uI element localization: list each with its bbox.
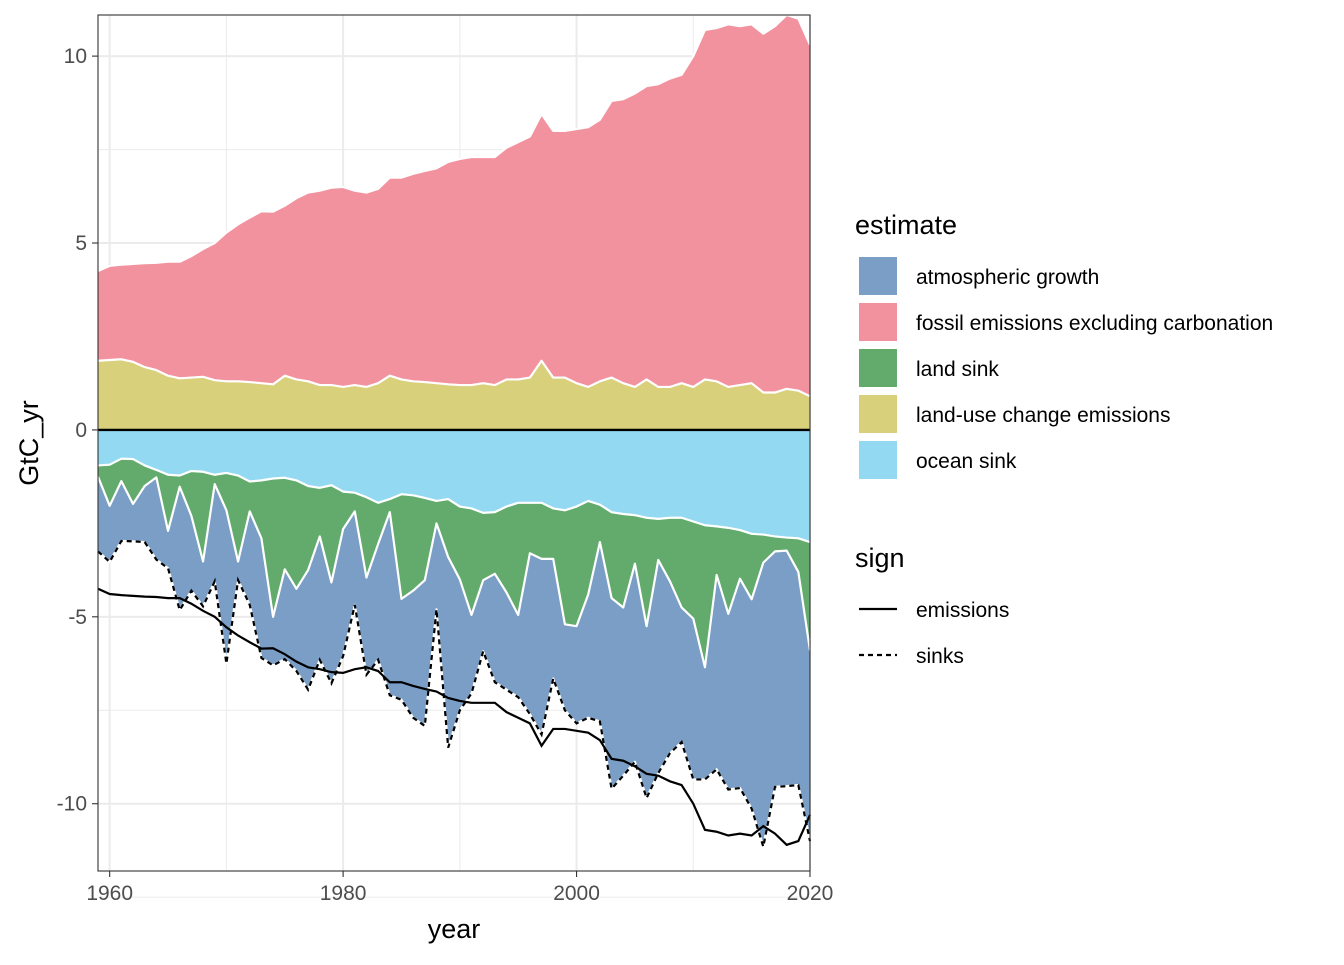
y-tick-label: 0 <box>75 419 87 442</box>
legend-label-land-sink: land sink <box>916 358 999 381</box>
area-outline-ocean-sink <box>97 457 811 544</box>
area-atmospheric-growth <box>98 476 810 847</box>
area-land-sink <box>98 458 810 668</box>
emissions-total-line <box>97 587 812 847</box>
legend: estimate atmospheric growth fossil emissio… <box>855 210 1273 668</box>
legend-swatch-fossil-emissions-excluding-carbonation <box>859 303 897 341</box>
legend-label-emissions: emissions <box>916 599 1009 622</box>
y-axis-title: GtC_yr <box>14 400 44 486</box>
y-tick-label: -10 <box>57 793 87 816</box>
legend-swatch-land-use-change-emissions <box>859 395 897 433</box>
area-fossil-emissions-excluding-carbonation <box>98 15 810 397</box>
y-tick-label: -5 <box>68 606 87 629</box>
legend-swatch-atmospheric-growth <box>859 257 897 295</box>
legend-label-ocean-sink: ocean sink <box>916 450 1017 473</box>
plot-panel-border <box>97 14 811 872</box>
legend-swatch-land-sink <box>859 349 897 387</box>
x-tick-label: 1960 <box>86 882 133 905</box>
x-tick-label: 1980 <box>320 882 367 905</box>
legend-title-estimate: estimate <box>855 210 957 240</box>
sinks-total-line <box>97 539 812 848</box>
area-land-use-change-emissions <box>98 359 810 430</box>
legend-label-land-use-change-emissions: land-use change emissions <box>916 404 1170 427</box>
y-tick-label: 10 <box>64 45 87 68</box>
area-outline-fossil-emissions-excluding-carbonation <box>97 13 812 273</box>
legend-title-sign: sign <box>855 543 905 573</box>
legend-label-fossil-emissions-excluding-carbonation: fossil emissions excluding carbonation <box>916 312 1273 335</box>
area-outline-land-sink <box>96 476 812 669</box>
legend-label-atmospheric-growth: atmospheric growth <box>916 266 1099 289</box>
x-tick-label: 2000 <box>553 882 600 905</box>
legend-label-sinks: sinks <box>916 645 964 668</box>
area-outline-land-use-change-emissions <box>97 358 811 398</box>
y-tick-label: 5 <box>75 232 87 255</box>
x-axis-title: year <box>428 914 481 944</box>
total-lines <box>97 428 812 848</box>
axes: 1960 1980 2000 2020 10 5 0 -5 -10 <box>57 45 834 905</box>
legend-swatch-ocean-sink <box>859 441 897 479</box>
x-tick-label: 2020 <box>787 882 834 905</box>
